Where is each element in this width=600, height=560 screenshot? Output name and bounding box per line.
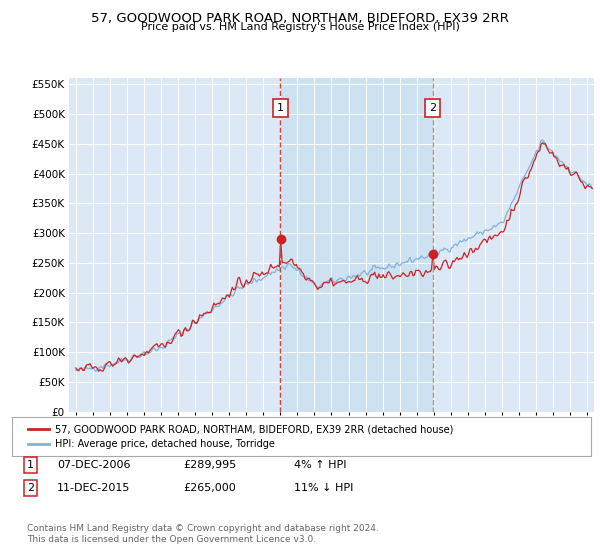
Text: 11% ↓ HPI: 11% ↓ HPI [294, 483, 353, 493]
Text: 4% ↑ HPI: 4% ↑ HPI [294, 460, 347, 470]
Text: Price paid vs. HM Land Registry's House Price Index (HPI): Price paid vs. HM Land Registry's House … [140, 22, 460, 32]
Text: 57, GOODWOOD PARK ROAD, NORTHAM, BIDEFORD, EX39 2RR: 57, GOODWOOD PARK ROAD, NORTHAM, BIDEFOR… [91, 12, 509, 25]
Text: £265,000: £265,000 [183, 483, 236, 493]
Text: 1: 1 [277, 103, 284, 113]
Text: Contains HM Land Registry data © Crown copyright and database right 2024.
This d: Contains HM Land Registry data © Crown c… [27, 524, 379, 544]
Text: 07-DEC-2006: 07-DEC-2006 [57, 460, 131, 470]
Legend: 57, GOODWOOD PARK ROAD, NORTHAM, BIDEFORD, EX39 2RR (detached house), HPI: Avera: 57, GOODWOOD PARK ROAD, NORTHAM, BIDEFOR… [23, 419, 458, 454]
Text: 2: 2 [27, 483, 34, 493]
Text: 11-DEC-2015: 11-DEC-2015 [57, 483, 130, 493]
Bar [280, 78, 433, 412]
Text: 2: 2 [430, 103, 436, 113]
Text: 1: 1 [27, 460, 34, 470]
Text: £289,995: £289,995 [183, 460, 236, 470]
